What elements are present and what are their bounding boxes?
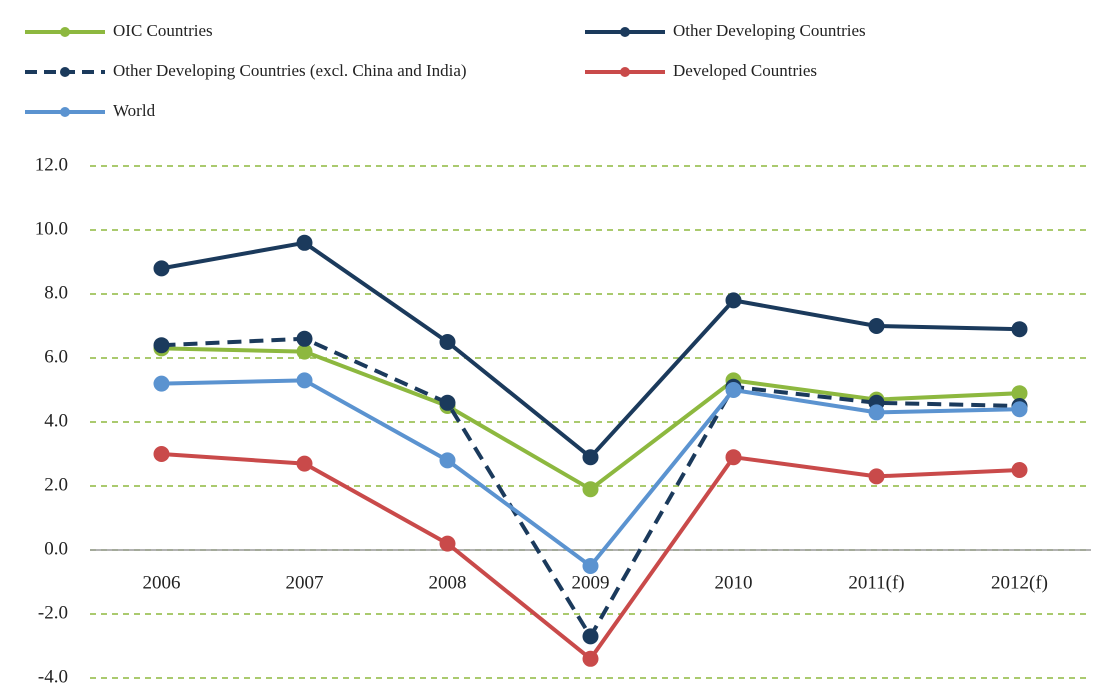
data-point [296,455,313,472]
legend-marker [620,27,630,37]
y-tick-label: 2.0 [44,474,68,495]
data-point [1011,385,1028,402]
data-point [153,260,170,277]
data-point [725,292,742,309]
legend-marker [60,107,70,117]
legend-label: Developed Countries [673,61,817,80]
y-tick-label: 6.0 [44,346,68,367]
series-line [161,346,1020,492]
data-point [868,404,885,421]
x-tick-label: 2010 [715,572,753,593]
x-tick-label: 2007 [286,572,324,593]
x-tick-label: 2006 [143,572,181,593]
data-point [1011,401,1028,418]
x-tick-label: 2008 [429,572,467,593]
data-point [439,334,456,350]
data-point [582,628,599,645]
legend-label: OIC Countries [113,21,213,40]
data-point [582,650,599,667]
y-tick-label: 8.0 [44,282,68,303]
data-point [439,394,456,411]
legend: OIC Countries Other Developing Countries O… [25,21,866,120]
legend-label: Other Developing Countries (excl. China … [113,61,467,80]
y-tick-label: -2.0 [38,602,68,623]
data-point [725,449,742,466]
y-tick-label: 0.0 [44,538,68,559]
data-point [582,449,599,466]
data-point [868,468,885,485]
legend-marker [620,67,630,77]
x-tick-label: 2012(f) [991,572,1048,593]
legend-label: Other Developing Countries [673,21,866,40]
data-point [868,318,885,334]
data-point [153,446,170,462]
data-point [582,558,599,574]
data-point [153,337,170,354]
data-point [296,372,313,389]
y-tick-label: -4.0 [38,666,68,687]
data-point [296,343,313,360]
data-point [439,452,456,469]
data-point [1011,321,1028,338]
data-point [296,234,313,251]
data-point [582,481,599,498]
legend-label: World [113,101,156,120]
x-tick-label: 2009 [572,572,610,593]
data-point [296,330,313,347]
data-point [439,535,456,552]
y-tick-label: 12.0 [35,154,68,175]
data-point [725,382,742,398]
data-point [153,375,170,392]
data-point [1011,462,1028,478]
series-line [161,378,1020,568]
legend-marker [60,67,70,77]
x-tick-label: 2011(f) [848,572,904,593]
y-tick-label: 10.0 [35,218,68,239]
legend-marker [60,27,70,37]
y-tick-label: 4.0 [44,410,68,431]
